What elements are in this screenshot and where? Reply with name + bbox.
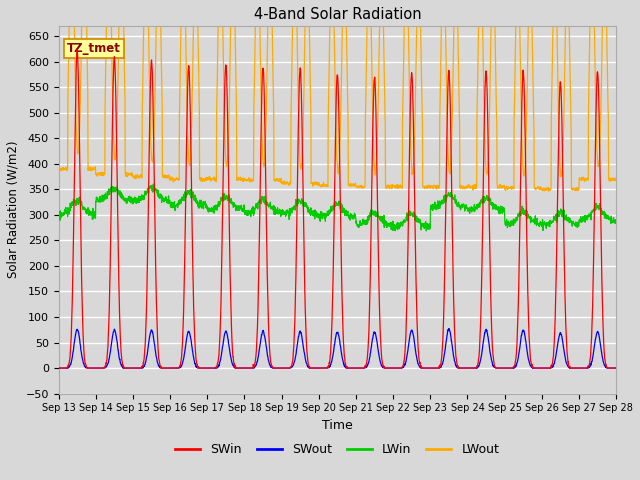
Text: TZ_tmet: TZ_tmet	[67, 42, 121, 55]
Title: 4-Band Solar Radiation: 4-Band Solar Radiation	[253, 7, 421, 22]
Y-axis label: Solar Radiation (W/m2): Solar Radiation (W/m2)	[7, 141, 20, 278]
X-axis label: Time: Time	[322, 419, 353, 432]
Legend: SWin, SWout, LWin, LWout: SWin, SWout, LWin, LWout	[170, 438, 504, 461]
